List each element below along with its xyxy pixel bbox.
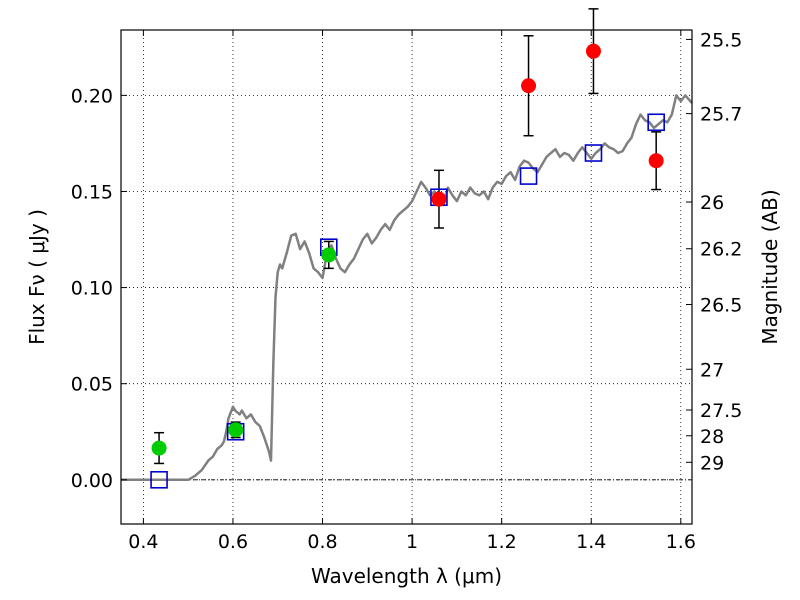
y-tick-label: 0.20: [71, 85, 113, 107]
x-tick-label: 0.8: [307, 531, 337, 553]
plot-frame: [120, 29, 693, 525]
x-tick-label: 0.4: [128, 531, 158, 553]
x-axis-label: Wavelength λ (μm): [311, 564, 502, 588]
y-tick-label: 0.15: [71, 181, 113, 203]
x-tick-label: 1.4: [576, 531, 606, 553]
model-square-point: [647, 113, 665, 132]
red-data-point: [648, 153, 664, 169]
model-square-point: [584, 144, 603, 162]
red-data-point: [521, 78, 537, 94]
model-square-point: [150, 470, 168, 489]
y2-tick-labels: 25.5 25.7 26 26.2 26.5 27 27.5 28 29: [700, 29, 742, 474]
y2-tick-label: 26.2: [700, 239, 742, 261]
y2-tick-label: 26: [700, 192, 724, 214]
y2-tick-label: 27.5: [700, 400, 742, 422]
green-data-point: [321, 247, 337, 263]
x-tick-label: 1.6: [666, 531, 696, 553]
y-tick-label: 0.00: [71, 470, 113, 492]
tick-marks-layer: [121, 30, 692, 524]
y2-tick-label: 26.5: [700, 294, 742, 316]
y2-tick-label: 28: [700, 426, 724, 448]
model-spectrum-line: [121, 94, 693, 482]
x-tick-label: 1: [406, 531, 418, 553]
y2-tick-label: 27: [700, 359, 724, 381]
y-tick-label: 0.05: [71, 374, 113, 396]
red-data-point: [431, 191, 447, 207]
red-data-point: [585, 43, 601, 59]
x-tick-labels: 0.4 0.6 0.8 1 1.2 1.4 1.6: [128, 531, 696, 553]
grid-lines: [121, 30, 692, 524]
x-tick-label: 0.6: [218, 531, 248, 553]
y2-axis-label: Magnitude (AB): [758, 189, 782, 344]
y-axis-label: Flux Fν ( μJy ): [25, 209, 49, 345]
data-points-layer: [151, 43, 664, 456]
error-bars-layer: [154, 8, 662, 465]
y2-tick-label: 25.5: [700, 29, 742, 51]
green-data-point: [228, 422, 244, 438]
y2-tick-label: 25.7: [700, 104, 742, 126]
model-spectrum-layer: [121, 94, 693, 482]
model-square-point: [519, 167, 538, 185]
y-tick-label: 0.10: [71, 278, 113, 300]
green-data-point: [151, 440, 167, 456]
y2-tick-label: 29: [700, 452, 724, 474]
x-tick-label: 1.2: [487, 531, 517, 553]
model-squares-layer: [150, 113, 665, 489]
y-tick-labels: 0.00 0.05 0.10 0.15 0.20: [71, 85, 113, 491]
